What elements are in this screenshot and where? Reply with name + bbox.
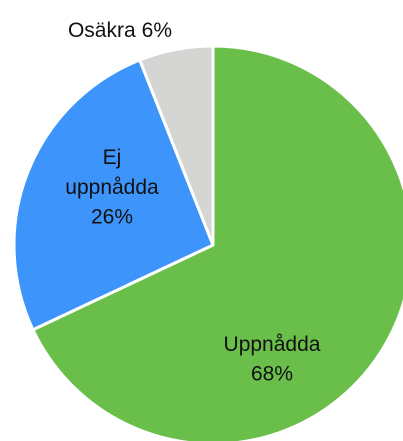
category-label: Osäkra bbox=[68, 19, 136, 42]
value-label: 68% bbox=[251, 363, 293, 386]
pie-slice bbox=[12, 58, 215, 332]
pie-slice bbox=[138, 44, 215, 247]
category-label: Uppnådda bbox=[224, 333, 321, 356]
value-label: 6% bbox=[142, 19, 172, 42]
slice-label: Osäkra 6% bbox=[68, 19, 172, 42]
category-label: Ej uppnådda bbox=[65, 146, 159, 199]
value-label: 26% bbox=[91, 206, 133, 229]
pie-slice bbox=[31, 44, 403, 441]
